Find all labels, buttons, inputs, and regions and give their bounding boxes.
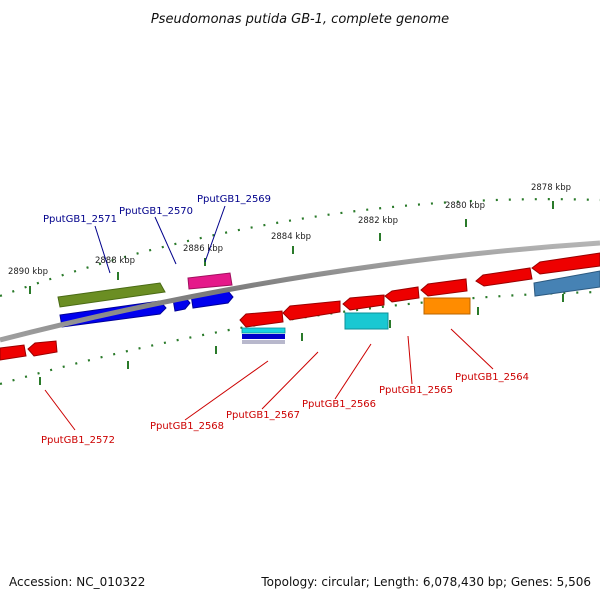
gene-red-a[interactable] [475,267,533,287]
gene-label[interactable]: PputGB1_2570 [119,206,193,217]
gene-PputGB1_2568-gray[interactable] [242,340,285,344]
gene-PputGB1_2568-blue[interactable] [242,334,285,339]
gene-PputGB1_2572-b[interactable] [27,340,58,357]
gene-label[interactable]: PputGB1_2564 [455,372,529,383]
scale-label-2878: 2878 kbp [531,183,571,193]
gene-PputGB1_2566[interactable] [342,294,385,311]
gene-PputGB1_2566-cyan[interactable] [344,312,389,330]
gene-PputGB1_2572[interactable] [0,344,27,361]
scale-label-2888: 2888 kbp [95,256,135,266]
gene-label[interactable]: PputGB1_2569 [197,194,271,205]
label-connectors [44,205,494,431]
scale-label-2886: 2886 kbp [183,244,223,254]
scale-label-2880: 2880 kbp [445,201,485,211]
gene-steelblue[interactable] [533,270,600,297]
scale-label-2890: 2890 kbp [8,267,48,277]
map-title: Pseudomonas putida GB-1, complete genome [151,12,449,27]
gene-PputGB1_2569-feature[interactable] [187,272,233,290]
gene-PputGB1_2567[interactable] [282,300,341,321]
gene-labels: PputGB1_2571 PputGB1_2570 PputGB1_2569 P… [41,194,529,446]
gene-label[interactable]: PputGB1_2567 [226,410,300,421]
gene-PputGB1_2571[interactable] [57,282,166,308]
accession-text: Accession: NC_010322 [9,575,145,589]
gene-label[interactable]: PputGB1_2566 [302,399,376,410]
scale-labels: 2890 kbp 2888 kbp 2886 kbp 2884 kbp 2882… [8,183,571,277]
genome-summary-text: Topology: circular; Length: 6,078,430 bp… [260,575,591,589]
gene-PputGB1_2568[interactable] [239,310,284,328]
gene-label[interactable]: PputGB1_2568 [150,421,224,432]
gene-label[interactable]: PputGB1_2572 [41,435,115,446]
gene-PputGB1_2564-orange[interactable] [423,297,471,315]
scale-label-2884: 2884 kbp [271,232,311,242]
gene-red-b[interactable] [531,252,600,275]
genome-backbone [0,240,600,343]
inner-major-ticks [39,294,564,385]
gene-PputGB1_2565[interactable] [384,286,420,303]
gene-PputGB1_2564[interactable] [420,278,468,297]
gene-label[interactable]: PputGB1_2571 [43,214,117,225]
reverse-strand-genes [0,252,600,361]
gene-label[interactable]: PputGB1_2565 [379,385,453,396]
scale-label-2882: 2882 kbp [358,216,398,226]
gene-PputGB1_2568-cyan[interactable] [241,327,286,334]
